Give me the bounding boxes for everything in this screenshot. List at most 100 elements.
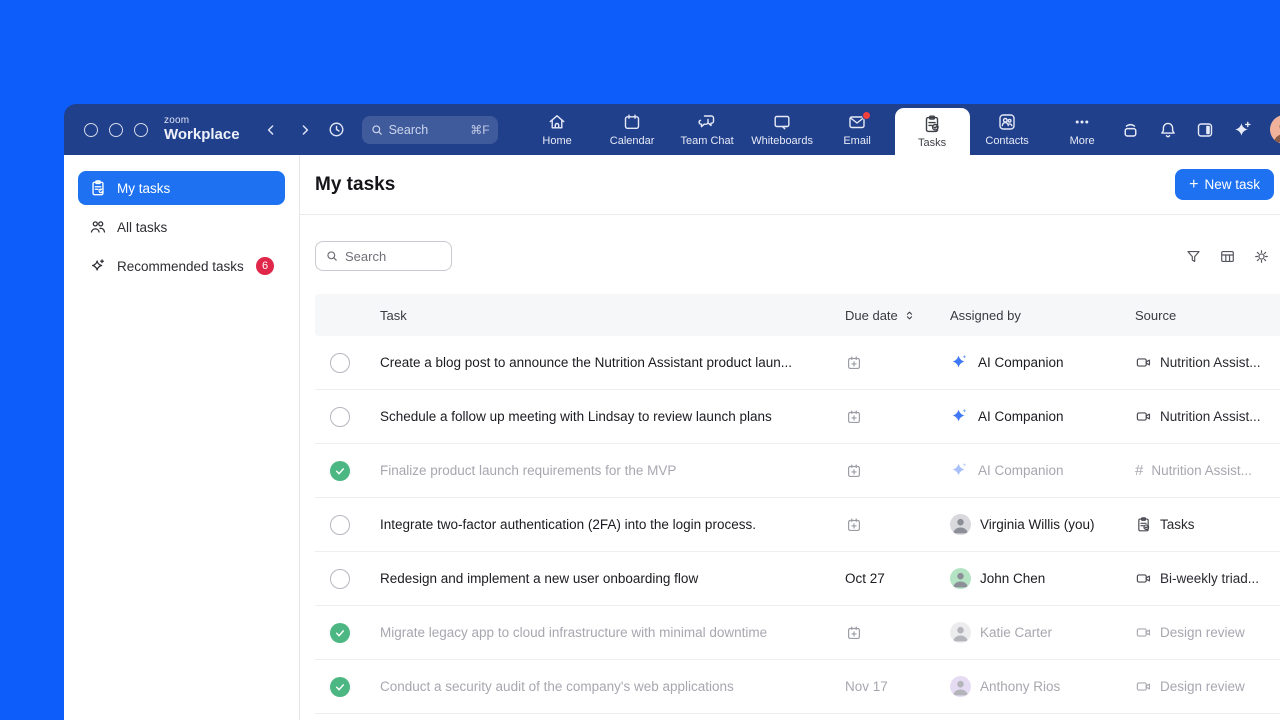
settings-button[interactable]: [1253, 248, 1270, 265]
logo-zoom-text: zoom: [164, 115, 190, 127]
all-tasks-icon: [90, 221, 106, 233]
tab-email[interactable]: Email: [820, 104, 895, 155]
add-due-date-icon[interactable]: [845, 408, 863, 426]
chevron-left-icon: [267, 124, 273, 135]
sidebar-item-recommended-tasks[interactable]: Recommended tasks 6: [78, 249, 285, 283]
assignee-name: AI Companion: [978, 463, 1064, 478]
column-header-due-date[interactable]: Due date: [845, 308, 950, 323]
tab-more[interactable]: More: [1045, 104, 1120, 155]
assignee-name: AI Companion: [978, 409, 1064, 424]
source-cell: Tasks: [1135, 516, 1280, 533]
task-checkbox[interactable]: [330, 352, 350, 373]
new-task-button[interactable]: + New task: [1175, 169, 1274, 200]
assignee-avatar: [950, 622, 971, 643]
assignee-name: John Chen: [980, 571, 1046, 586]
table-body: Create a blog post to announce the Nutri…: [315, 336, 1280, 714]
table-row[interactable]: Redesign and implement a new user onboar…: [315, 552, 1280, 606]
titlebar-right: [1120, 104, 1280, 155]
sort-icon: [906, 311, 912, 319]
table-row[interactable]: Schedule a follow up meeting with Lindsa…: [315, 390, 1280, 444]
source-cell: Nutrition Assist...: [1135, 408, 1280, 425]
filter-button[interactable]: [1185, 248, 1202, 265]
source-cell: Design review: [1135, 678, 1280, 695]
due-date-text: Oct 27: [845, 571, 885, 586]
task-checkbox[interactable]: [330, 676, 350, 697]
tab-tasks-label: Tasks: [918, 137, 947, 149]
profile-avatar[interactable]: [1269, 115, 1280, 144]
task-checkbox[interactable]: [330, 514, 350, 535]
window-maximize-button[interactable]: [134, 122, 148, 137]
back-button[interactable]: [258, 117, 284, 143]
task-checkbox[interactable]: [330, 622, 350, 643]
tab-contacts[interactable]: Contacts: [970, 104, 1045, 155]
source-label: Nutrition Assist...: [1160, 409, 1261, 424]
logo-workplace-text: Workplace: [164, 125, 240, 143]
tab-home[interactable]: Home: [520, 104, 595, 155]
assignee-cell: Virginia Willis (you): [950, 514, 1135, 535]
tab-team-chat[interactable]: Team Chat: [670, 104, 745, 155]
table-row[interactable]: Conduct a security audit of the company'…: [315, 660, 1280, 714]
plus-icon: +: [1189, 175, 1199, 193]
column-header-assigned-by: Assigned by: [950, 307, 1021, 323]
source-label: Bi-weekly triad...: [1160, 571, 1260, 586]
ai-companion-button[interactable]: [1232, 119, 1253, 140]
video-meeting-icon: [1135, 678, 1152, 695]
forward-button[interactable]: [292, 117, 318, 143]
window-close-button[interactable]: [84, 122, 98, 137]
avatar-image: [1273, 123, 1280, 143]
task-search-placeholder: Search: [345, 248, 387, 264]
assignee-name: Virginia Willis (you): [980, 517, 1095, 532]
task-title: Migrate legacy app to cloud infrastructu…: [380, 625, 768, 640]
assignee-cell: AI Companion: [950, 352, 1135, 374]
tab-contacts-label: Contacts: [985, 135, 1029, 147]
page-title: My tasks: [315, 173, 396, 195]
source-cell: Nutrition Assist...: [1135, 354, 1280, 371]
ai-companion-icon: [950, 406, 969, 428]
table-row[interactable]: Create a blog post to announce the Nutri…: [315, 336, 1280, 390]
sidebar-item-all-tasks[interactable]: All tasks: [78, 210, 285, 244]
table-row[interactable]: Integrate two-factor authentication (2FA…: [315, 498, 1280, 552]
add-due-date-icon[interactable]: [845, 354, 863, 372]
check-icon: [335, 629, 345, 636]
task-title: Redesign and implement a new user onboar…: [380, 571, 699, 586]
add-due-date-icon[interactable]: [845, 516, 863, 534]
task-title: Integrate two-factor authentication (2FA…: [380, 517, 756, 532]
task-search-input[interactable]: Search: [315, 241, 452, 271]
add-due-date-icon[interactable]: [845, 624, 863, 642]
task-checkbox[interactable]: [330, 568, 350, 589]
calendar-icon: [624, 114, 640, 130]
add-due-date-icon[interactable]: [845, 462, 863, 480]
task-checkbox[interactable]: [330, 460, 350, 481]
history-button[interactable]: [324, 117, 350, 143]
video-meeting-icon: [1135, 570, 1152, 587]
search-icon: [327, 251, 337, 261]
table-row[interactable]: Finalize product launch requirements for…: [315, 444, 1280, 498]
tab-calendar[interactable]: Calendar: [595, 104, 670, 155]
global-search-input[interactable]: Search ⌘F: [361, 115, 498, 144]
sidebar-item-my-tasks[interactable]: My tasks: [78, 171, 285, 205]
task-checkbox[interactable]: [330, 406, 350, 427]
table-row[interactable]: Migrate legacy app to cloud infrastructu…: [315, 606, 1280, 660]
search-icon: [371, 124, 382, 135]
ai-companion-icon: [950, 352, 969, 374]
tab-whiteboards-label: Whiteboards: [751, 135, 813, 147]
side-panel-toggle-button[interactable]: [1195, 120, 1215, 140]
notifications-button[interactable]: [1158, 120, 1178, 140]
assignee-cell: John Chen: [950, 568, 1135, 589]
tab-whiteboards[interactable]: Whiteboards: [745, 104, 820, 155]
ai-companion-icon: [950, 460, 969, 482]
channel-hash-icon: #: [1135, 462, 1144, 479]
column-header-task: Task: [380, 307, 407, 323]
table-view-button[interactable]: [1219, 248, 1236, 265]
new-task-label: New task: [1204, 177, 1260, 192]
video-meeting-icon: [1135, 624, 1152, 641]
due-date-text: Nov 17: [845, 679, 888, 694]
tasks-main-panel: My tasks + New task Search: [300, 155, 1280, 720]
gear-icon: [1255, 249, 1268, 263]
column-header-source: Source: [1135, 307, 1177, 323]
tab-tasks[interactable]: Tasks: [894, 108, 970, 155]
window-minimize-button[interactable]: [109, 122, 123, 137]
source-label: Design review: [1160, 679, 1245, 694]
connect-device-button[interactable]: [1120, 119, 1141, 140]
bell-icon: [1160, 122, 1175, 137]
